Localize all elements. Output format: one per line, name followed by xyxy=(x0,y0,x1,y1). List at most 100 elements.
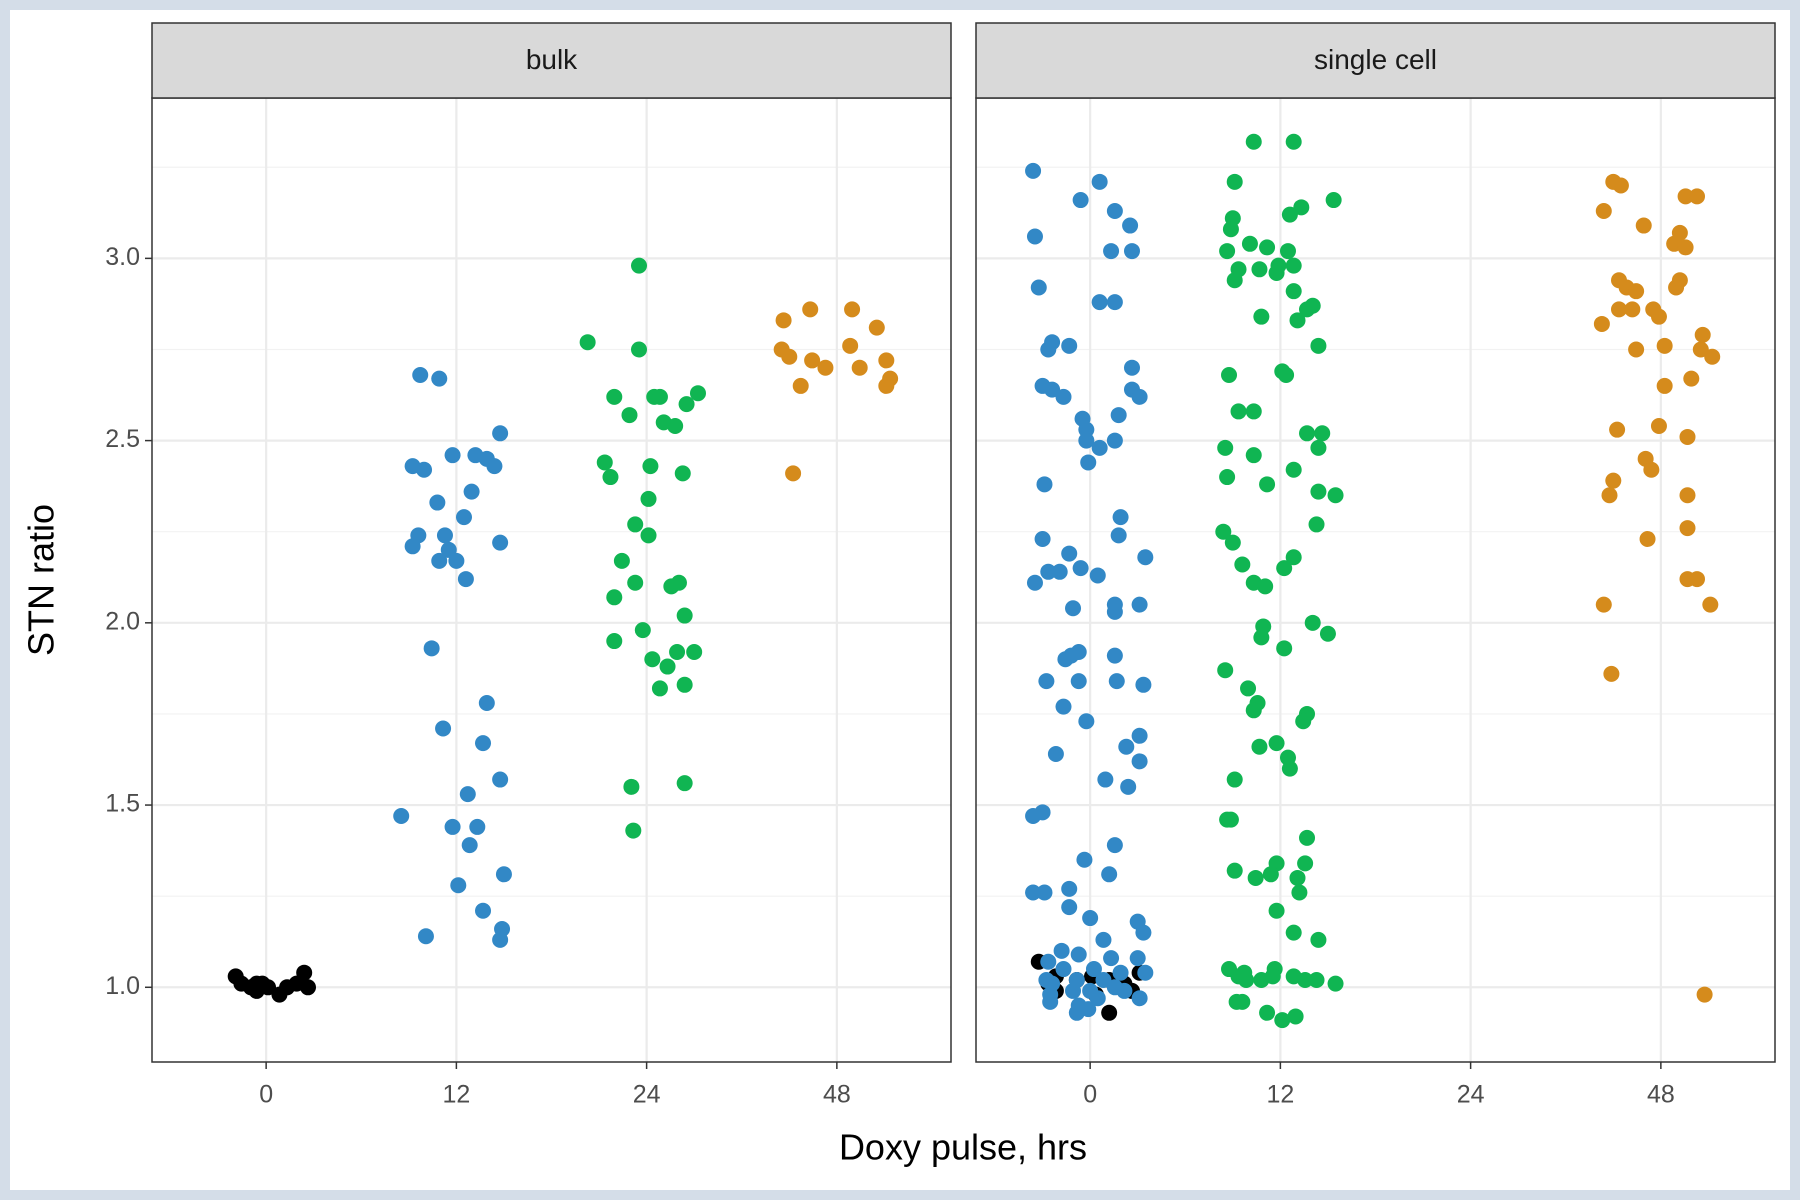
point xyxy=(478,695,495,712)
point xyxy=(1285,257,1302,274)
point xyxy=(1089,567,1106,584)
point xyxy=(1251,261,1268,278)
point xyxy=(670,574,687,591)
point xyxy=(606,589,623,606)
point xyxy=(1110,407,1127,424)
point xyxy=(1129,950,1146,967)
point xyxy=(1279,243,1296,260)
point xyxy=(450,877,467,894)
point xyxy=(1215,523,1232,540)
point xyxy=(1308,516,1325,533)
point xyxy=(412,366,429,383)
point xyxy=(878,377,895,394)
point xyxy=(1234,556,1251,573)
point xyxy=(457,571,474,588)
point xyxy=(689,385,706,402)
point xyxy=(1295,713,1312,730)
point xyxy=(1285,283,1302,300)
point xyxy=(436,527,453,544)
point xyxy=(1245,702,1262,719)
point xyxy=(844,301,861,318)
point xyxy=(785,465,802,482)
point xyxy=(431,552,448,569)
point xyxy=(596,454,613,471)
point xyxy=(1310,337,1327,354)
point xyxy=(1055,388,1072,405)
point xyxy=(1285,461,1302,478)
x-tick-label: 12 xyxy=(442,1081,470,1109)
point xyxy=(463,483,480,500)
point xyxy=(602,469,619,486)
point xyxy=(1628,283,1645,300)
point xyxy=(1240,680,1257,697)
point xyxy=(1656,337,1673,354)
point xyxy=(1065,600,1082,617)
point xyxy=(1276,640,1293,657)
point xyxy=(1091,439,1108,456)
point xyxy=(1264,968,1281,985)
point xyxy=(1289,312,1306,329)
point xyxy=(1224,534,1241,551)
point xyxy=(1051,563,1068,580)
point xyxy=(1230,403,1247,420)
point xyxy=(404,538,421,555)
point xyxy=(492,425,509,442)
point xyxy=(686,643,703,660)
point xyxy=(1118,738,1135,755)
point xyxy=(1635,217,1652,234)
point xyxy=(1268,735,1285,752)
point xyxy=(1042,986,1059,1003)
point xyxy=(1070,673,1087,690)
point xyxy=(678,396,695,413)
point xyxy=(1656,377,1673,394)
point xyxy=(1293,199,1310,216)
point xyxy=(1055,698,1072,715)
point xyxy=(1624,301,1641,318)
point xyxy=(1135,924,1152,941)
point xyxy=(492,771,509,788)
point xyxy=(1319,625,1336,642)
point xyxy=(1089,990,1106,1007)
point xyxy=(878,352,895,369)
point xyxy=(1285,133,1302,150)
point xyxy=(674,465,691,482)
point xyxy=(1689,188,1706,205)
point xyxy=(1692,341,1709,358)
point xyxy=(1668,279,1685,296)
point xyxy=(1085,961,1102,978)
point xyxy=(1603,665,1620,682)
facet-title: bulk xyxy=(526,44,578,75)
point xyxy=(1241,235,1258,252)
point xyxy=(1063,647,1080,664)
point xyxy=(1259,476,1276,493)
point xyxy=(1310,439,1327,456)
point xyxy=(1108,673,1125,690)
point xyxy=(1299,425,1316,442)
point xyxy=(1281,206,1298,223)
point xyxy=(1278,366,1295,383)
point xyxy=(444,447,461,464)
point xyxy=(1702,596,1719,613)
point xyxy=(1268,264,1285,281)
point xyxy=(475,735,492,752)
point xyxy=(1639,530,1656,547)
y-tick-label: 2.5 xyxy=(105,425,140,453)
point xyxy=(1038,673,1055,690)
point xyxy=(1040,563,1057,580)
point xyxy=(1677,239,1694,256)
point xyxy=(1679,487,1696,504)
point xyxy=(1061,337,1078,354)
point xyxy=(623,778,640,795)
point xyxy=(613,552,630,569)
point xyxy=(1091,294,1108,311)
point xyxy=(1628,341,1645,358)
point xyxy=(1076,851,1093,868)
point xyxy=(459,786,476,803)
point xyxy=(1222,221,1239,238)
point xyxy=(1082,910,1099,927)
point xyxy=(640,490,657,507)
point xyxy=(1650,308,1667,325)
point xyxy=(1061,880,1078,897)
point xyxy=(1070,946,1087,963)
